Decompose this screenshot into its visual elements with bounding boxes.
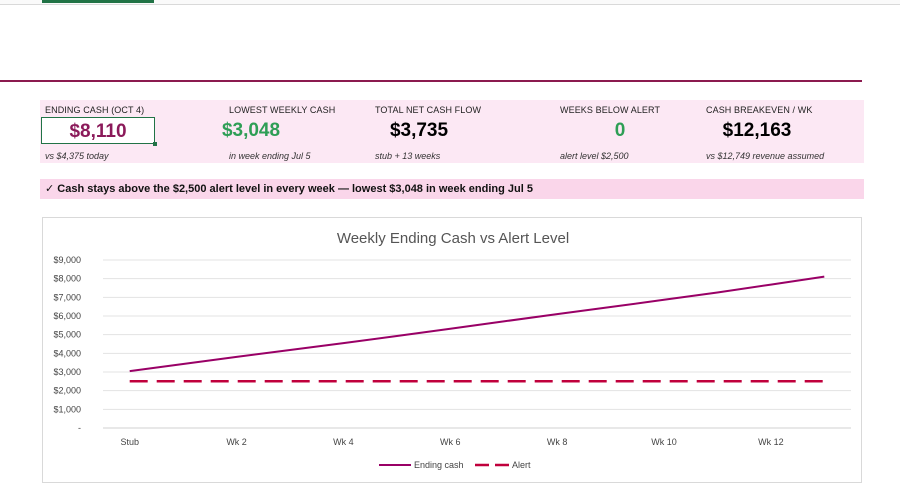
kpi-band: ENDING CASH (OCT 4) $8,110 vs $4,375 tod… bbox=[40, 100, 864, 163]
chart-canvas: Weekly Ending Cash vs Alert Level $9,000 $… bbox=[53, 230, 851, 470]
kpi-value: $3,735 bbox=[389, 120, 449, 141]
y-tick-label: $2,000 bbox=[53, 386, 81, 396]
y-tick-label: - bbox=[78, 423, 81, 433]
status-banner: ✓ Cash stays above the $2,500 alert leve… bbox=[40, 179, 864, 199]
kpi-value[interactable]: $8,110 bbox=[41, 117, 157, 146]
x-tick-label: Wk 2 bbox=[226, 437, 247, 447]
kpi-label: CASH BREAKEVEN / WK bbox=[706, 105, 813, 115]
status-banner-text: ✓ Cash stays above the $2,500 alert leve… bbox=[45, 183, 533, 195]
kpi-lowest-weekly-cash[interactable]: LOWEST WEEKLY CASH $3,048 in week ending… bbox=[222, 100, 374, 163]
x-tick-label: Wk 8 bbox=[547, 437, 568, 447]
kpi-value: $3,048 bbox=[221, 120, 281, 141]
kpi-label: ENDING CASH (OCT 4) bbox=[45, 105, 145, 115]
kpi-subtext: in week ending Jul 5 bbox=[229, 151, 311, 161]
series-line-ending-cash bbox=[129, 275, 825, 373]
y-tick-label: $5,000 bbox=[53, 330, 81, 340]
kpi-value: $12,163 bbox=[722, 120, 792, 141]
y-tick-label: $3,000 bbox=[53, 367, 81, 377]
cash-chart[interactable]: Weekly Ending Cash vs Alert Level $9,000 $… bbox=[42, 217, 862, 483]
y-tick-label: $1,000 bbox=[53, 404, 81, 414]
y-tick-label: $8,000 bbox=[53, 274, 81, 284]
x-tick-label: Wk 12 bbox=[758, 437, 784, 447]
kpi-subtext: vs $4,375 today bbox=[45, 151, 109, 161]
kpi-subtext: alert level $2,500 bbox=[560, 151, 629, 161]
header-divider bbox=[0, 80, 862, 82]
x-tick-label: Wk 6 bbox=[440, 437, 461, 447]
kpi-weeks-below-alert[interactable]: WEEKS BELOW ALERT 0 alert level $2,500 bbox=[555, 100, 705, 163]
kpi-label: TOTAL NET CASH FLOW bbox=[375, 105, 482, 115]
y-tick-label: $4,000 bbox=[53, 348, 81, 358]
kpi-subtext: vs $12,749 revenue assumed bbox=[706, 151, 825, 161]
kpi-cash-breakeven[interactable]: CASH BREAKEVEN / WK $12,163 vs $12,749 r… bbox=[701, 100, 864, 163]
kpi-label: LOWEST WEEKLY CASH bbox=[229, 105, 336, 115]
kpi-subtext: stub + 13 weeks bbox=[375, 151, 441, 161]
y-tick-label: $6,000 bbox=[53, 311, 81, 321]
y-tick-label: $7,000 bbox=[53, 292, 81, 302]
x-tick-label: Wk 4 bbox=[333, 437, 354, 447]
x-tick-label: Wk 10 bbox=[651, 437, 677, 447]
kpi-total-net-cash-flow[interactable]: TOTAL NET CASH FLOW $3,735 stub + 13 wee… bbox=[370, 100, 520, 163]
kpi-label: WEEKS BELOW ALERT bbox=[560, 105, 661, 115]
y-tick-label: $9,000 bbox=[53, 255, 81, 265]
legend-label-alert: Alert bbox=[512, 460, 531, 470]
selected-column-indicator bbox=[42, 0, 154, 3]
spreadsheet-column-strip bbox=[0, 0, 900, 5]
kpi-ending-cash[interactable]: ENDING CASH (OCT 4) $8,110 vs $4,375 tod… bbox=[40, 100, 190, 163]
chart-title: Weekly Ending Cash vs Alert Level bbox=[337, 230, 569, 247]
kpi-value: 0 bbox=[614, 120, 626, 141]
x-tick-label: Stub bbox=[120, 437, 139, 447]
legend-label-ending-cash: Ending cash bbox=[414, 460, 464, 470]
